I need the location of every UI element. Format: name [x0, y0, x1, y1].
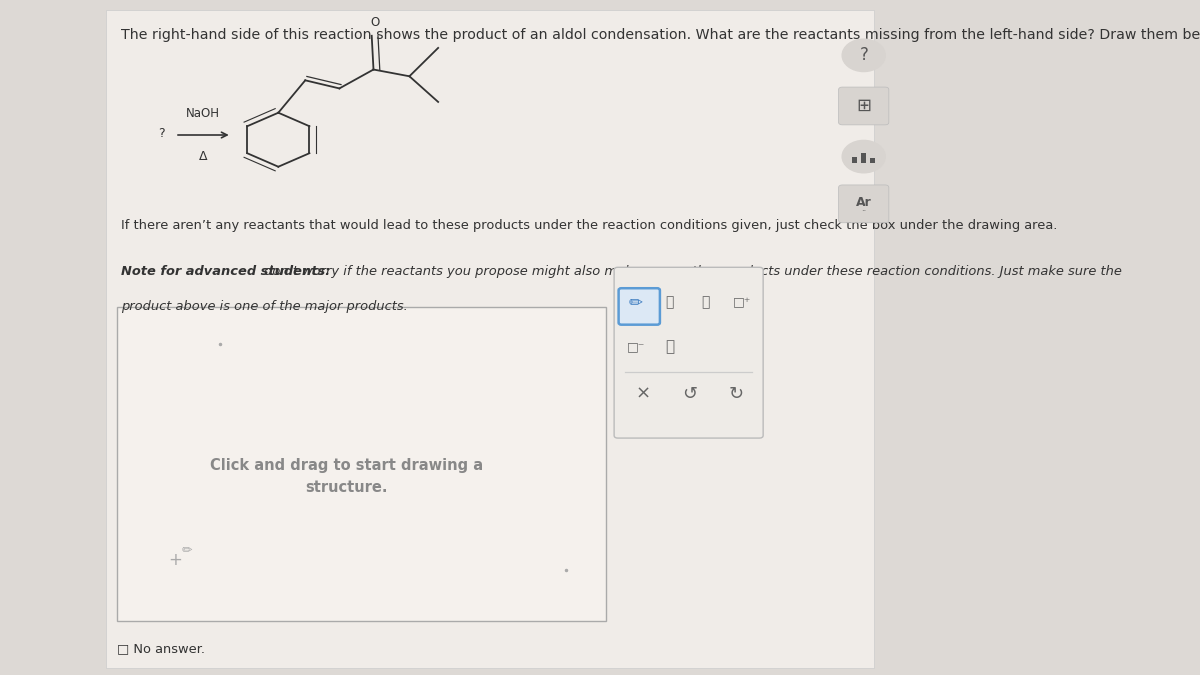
FancyBboxPatch shape — [106, 10, 874, 668]
FancyBboxPatch shape — [619, 288, 660, 325]
Text: don’t worry if the reactants you propose might also make some other products und: don’t worry if the reactants you propose… — [260, 265, 1122, 278]
Text: ✏: ✏ — [181, 544, 192, 558]
Text: □⁻: □⁻ — [626, 340, 644, 353]
Bar — [870, 158, 875, 163]
Circle shape — [842, 140, 886, 173]
Text: 🖐: 🖐 — [702, 296, 710, 309]
Text: ?: ? — [157, 127, 164, 140]
Text: O: O — [371, 16, 380, 29]
Text: ?: ? — [859, 47, 868, 64]
FancyBboxPatch shape — [116, 307, 606, 621]
FancyBboxPatch shape — [839, 185, 889, 223]
Text: ⊞: ⊞ — [856, 97, 871, 115]
Text: If there aren’t any reactants that would lead to these products under the reacti: If there aren’t any reactants that would… — [121, 219, 1057, 232]
FancyBboxPatch shape — [839, 87, 889, 125]
Text: The right-hand side of this reaction shows the product of an aldol condensation.: The right-hand side of this reaction sho… — [121, 28, 1200, 43]
Text: ×: × — [635, 385, 650, 402]
FancyBboxPatch shape — [614, 267, 763, 438]
Text: Note for advanced students:: Note for advanced students: — [121, 265, 331, 278]
Text: ✏: ✏ — [629, 294, 642, 311]
Text: 🧹: 🧹 — [666, 296, 674, 309]
Text: Click and drag to start drawing a
structure.: Click and drag to start drawing a struct… — [210, 458, 484, 495]
Bar — [862, 153, 866, 163]
Text: +: + — [168, 551, 182, 569]
Text: NaOH: NaOH — [186, 107, 221, 120]
Text: □ No answer.: □ No answer. — [116, 643, 205, 655]
Text: ↻: ↻ — [728, 385, 744, 402]
Circle shape — [842, 39, 886, 72]
Bar — [852, 157, 858, 163]
Text: product above is one of the major products.: product above is one of the major produc… — [121, 300, 408, 313]
Text: ⎕: ⎕ — [665, 339, 674, 354]
Text: □⁺: □⁺ — [732, 296, 751, 309]
Text: Ar: Ar — [856, 196, 871, 209]
Text: ↺: ↺ — [682, 385, 697, 402]
Text: ··: ·· — [862, 207, 866, 217]
Text: Δ: Δ — [199, 150, 208, 163]
